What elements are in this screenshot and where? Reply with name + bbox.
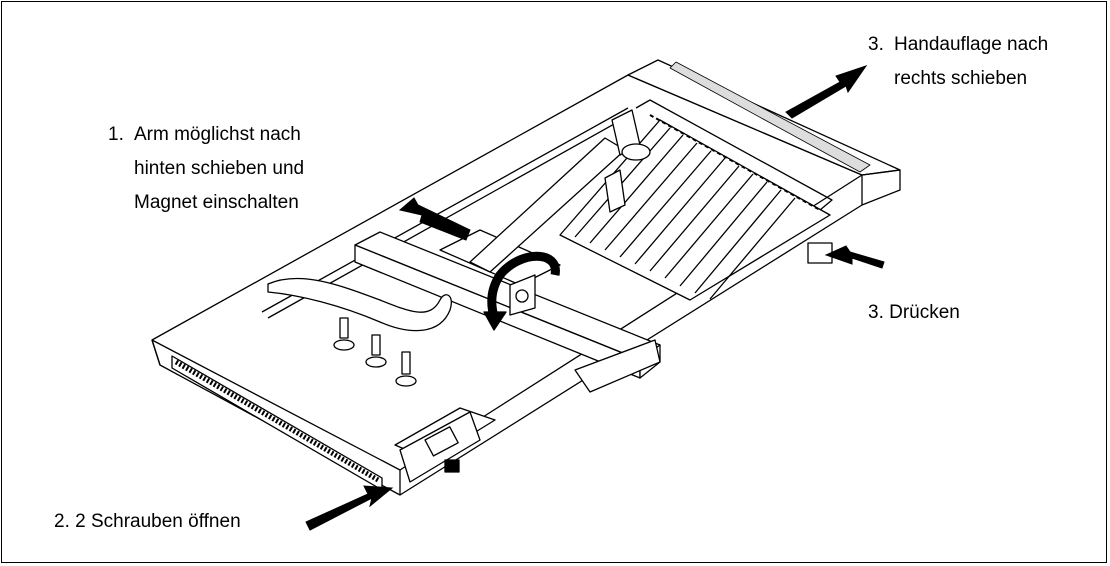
- arrow-step-3a: [785, 65, 868, 119]
- arrow-step-1: [398, 197, 471, 241]
- label-step-3a-line-2: rechts schieben: [894, 68, 1028, 89]
- label-step-1-line-2: hinten schieben und: [134, 158, 305, 179]
- label-step-1-line-1: Arm möglichst nach: [134, 124, 301, 145]
- label-step-1-line-3: Magnet einschalten: [134, 192, 299, 213]
- bed-slats: [559, 119, 831, 301]
- hand-rest: [627, 59, 901, 206]
- label-step-2: 2. 2 Schrauben öffnen: [54, 505, 241, 539]
- arm: [439, 109, 651, 316]
- control-panel: [394, 407, 496, 483]
- label-step-2-text: 2. 2 Schrauben öffnen: [54, 511, 241, 532]
- label-step-1: 1. Arm möglichst nach hinten schieben und…: [108, 118, 304, 220]
- side-button: [807, 242, 833, 264]
- cable: [267, 277, 452, 332]
- magnets: [333, 317, 417, 387]
- label-step-3a-line-1: Handauflage nach: [894, 34, 1049, 55]
- clamp-strip: [635, 99, 833, 211]
- label-step-3a: 3. Handauflage nach rechts schieben: [868, 28, 1048, 96]
- label-step-3b-text: 3. Drücken: [868, 302, 960, 323]
- label-step-3b: 3. Drücken: [868, 296, 960, 330]
- arrow-step-3b: [824, 245, 885, 269]
- arrow-step-2: [305, 485, 394, 531]
- label-step-1-number: 1.: [108, 124, 124, 145]
- label-step-3a-number: 3.: [868, 34, 884, 55]
- rotation-arrow: [487, 251, 560, 322]
